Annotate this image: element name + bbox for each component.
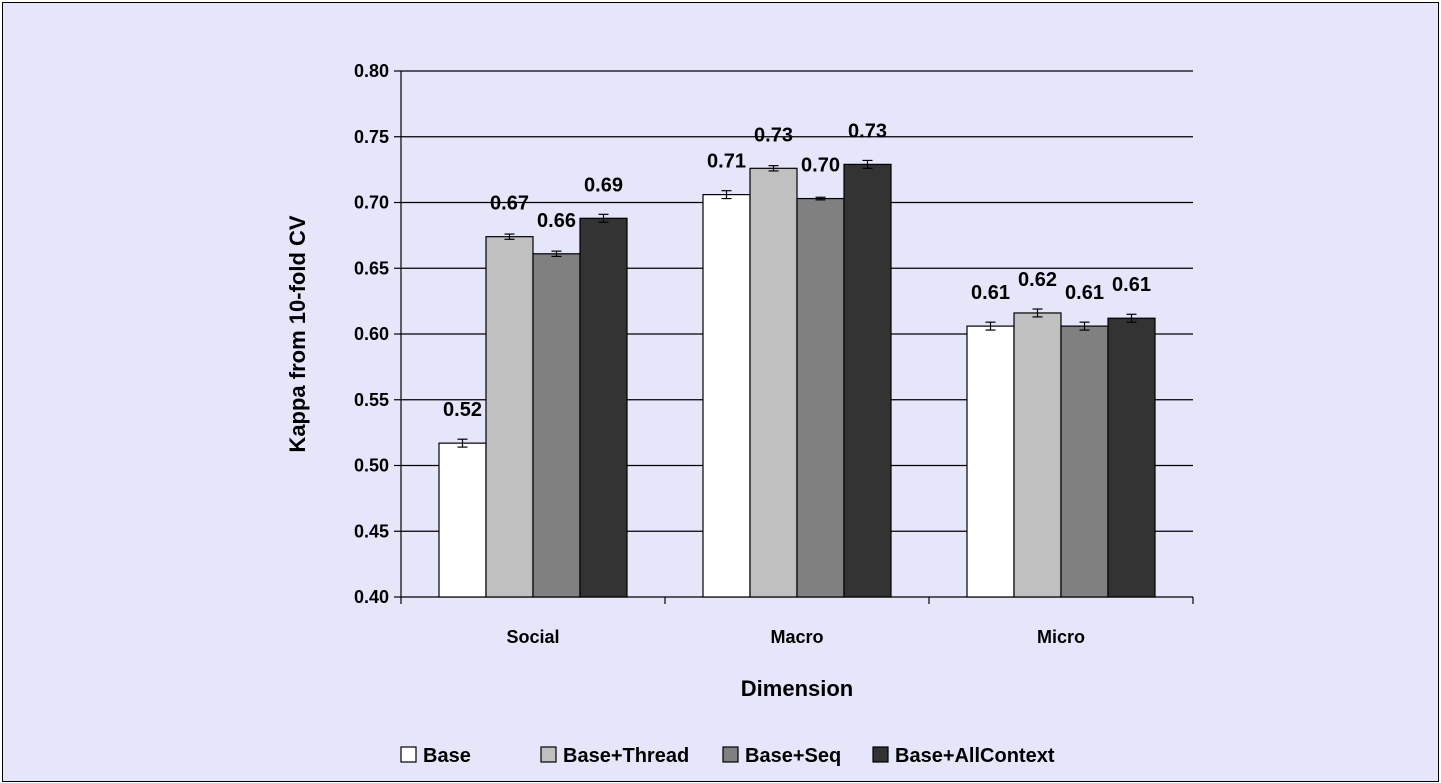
data-label: 0.71 <box>707 151 746 173</box>
legend-swatch <box>872 746 889 763</box>
x-axis-title: Dimension <box>741 676 853 701</box>
data-label: 0.61 <box>1065 282 1104 304</box>
bar-base-thread-micro <box>1013 312 1062 598</box>
data-label: 0.73 <box>848 120 887 142</box>
bar-base-seq-social <box>532 253 581 598</box>
x-tick-label: Macro <box>770 627 823 647</box>
legend-swatch <box>722 746 739 763</box>
data-label: 0.66 <box>537 210 576 232</box>
data-label: 0.73 <box>754 124 793 146</box>
legend-swatch <box>540 746 557 763</box>
y-tick-label: 0.80 <box>354 61 389 81</box>
data-label: 0.70 <box>801 155 840 177</box>
legend-label: Base+Seq <box>745 745 841 767</box>
data-label: 0.61 <box>971 282 1010 304</box>
y-tick-label: 0.75 <box>354 127 389 147</box>
legend-swatch <box>400 746 417 763</box>
legend-label: Base+Thread <box>563 745 689 767</box>
bar-base-macro <box>702 194 751 598</box>
bar-base-allcontext-social <box>579 217 628 598</box>
y-tick-label: 0.40 <box>354 587 389 607</box>
data-label: 0.69 <box>584 174 623 196</box>
y-tick-label: 0.50 <box>354 456 389 476</box>
bar-base-micro <box>966 325 1015 598</box>
data-label: 0.52 <box>443 399 482 421</box>
bar-chart: 0.40 0.45 0.50 0.55 0.60 0.65 0.70 0.75 0.80 0.52… <box>285 61 1194 767</box>
x-tick-label: Micro <box>1037 627 1085 647</box>
y-tick-label: 0.70 <box>354 193 389 213</box>
bar-base-seq-micro <box>1060 325 1109 598</box>
y-tick-label: 0.60 <box>354 324 389 344</box>
y-tick-label: 0.45 <box>354 521 389 541</box>
bar-base-allcontext-macro <box>843 163 892 598</box>
bar-base-seq-macro <box>796 197 845 598</box>
x-tick-label: Social <box>506 627 559 647</box>
bar-base-social <box>438 442 487 598</box>
bar-base-thread-macro <box>749 167 798 598</box>
data-label: 0.61 <box>1112 274 1151 296</box>
legend-label: Base+AllContext <box>895 745 1055 767</box>
data-label: 0.62 <box>1018 269 1057 291</box>
bar-base-allcontext-micro <box>1107 317 1156 598</box>
legend-label: Base <box>423 745 471 767</box>
y-tick-label: 0.65 <box>354 258 389 278</box>
data-label: 0.67 <box>490 193 529 215</box>
y-axis-title: Kappa from 10-fold CV <box>285 215 310 452</box>
y-tick-label: 0.55 <box>354 390 389 410</box>
bar-base-thread-social <box>485 236 534 598</box>
